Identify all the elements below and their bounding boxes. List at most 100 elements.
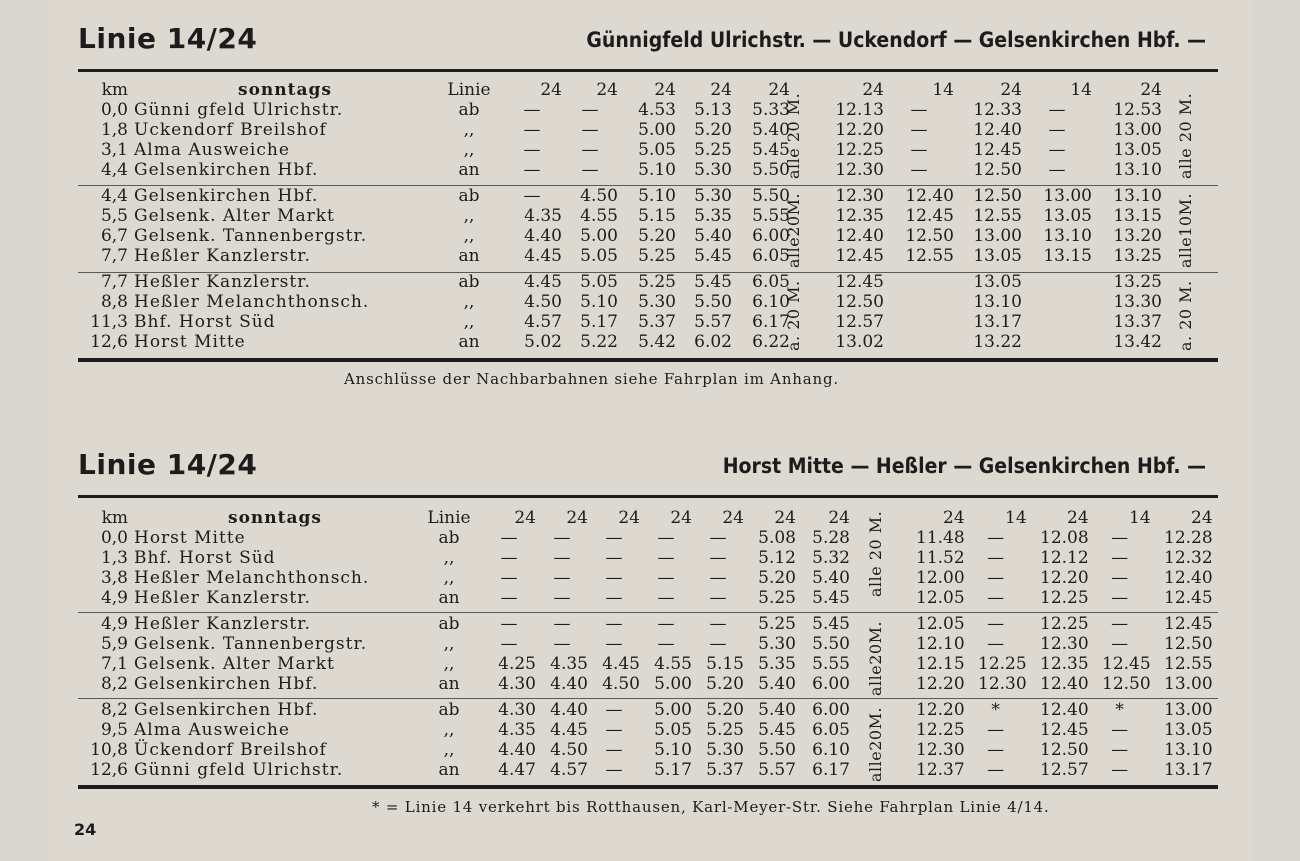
departure-time: — — [1111, 720, 1129, 740]
departure-time: 4.40 — [524, 226, 562, 246]
line-number: 24 — [1140, 80, 1162, 100]
station-name: Günni gfeld Ulrichstr. — [134, 760, 344, 780]
departure-time: 5.20 — [706, 674, 744, 694]
departure-time: 5.42 — [638, 332, 676, 352]
departure-time: — — [553, 588, 571, 608]
departure-time: 6.22 — [752, 332, 790, 352]
departure-time: 12.30 — [1040, 634, 1089, 654]
departure-time: — — [1111, 634, 1129, 654]
departure-time: — — [605, 740, 623, 760]
departure-time: 13.10 — [1164, 740, 1213, 760]
station-name: Gelsenk. Tannenbergstr. — [134, 634, 368, 654]
departure-time: 5.15 — [706, 654, 744, 674]
table-row: 7,1 Gelsenk. Alter Markt,, 4.25 4.35 4.45 4.5… — [80, 654, 1213, 674]
departure-time: 11.52 — [916, 548, 965, 568]
table-row: 11,3 Bhf. Horst Süd,, 4.57 5.17 5.37 5.57 6.17… — [80, 312, 1162, 332]
line-number: 24 — [1191, 508, 1213, 528]
departure-time: 5.17 — [580, 312, 618, 332]
departure-time: 5.30 — [706, 740, 744, 760]
departure-time: 12.32 — [1164, 548, 1213, 568]
table-row: 12,6 Günni gfeld Ulrichstr. an 4.47 4.57 — 5.1… — [80, 760, 1213, 780]
departure-time: 6.05 — [752, 246, 790, 266]
departure-time: 5.30 — [694, 186, 732, 206]
departure-time: 13.15 — [1113, 206, 1162, 226]
interval-note: alle 20 M. — [1176, 92, 1195, 180]
departure-time: 4.57 — [550, 760, 588, 780]
departure-time: 12.35 — [1040, 654, 1089, 674]
interval-note: alle20M. — [866, 620, 885, 696]
line-number: 14 — [1005, 508, 1027, 528]
linie-header: Linie — [447, 80, 491, 100]
departure-time: 5.10 — [638, 160, 676, 180]
line-number: 24 — [1000, 80, 1022, 100]
departure-time: 13.30 — [1113, 292, 1162, 312]
departure-time: — — [657, 568, 675, 588]
departure-time: 12.20 — [916, 674, 965, 694]
departure-time: — — [605, 528, 623, 548]
departure-time: 5.45 — [758, 720, 796, 740]
km-header: km — [101, 80, 128, 100]
arrival-departure-mark: an — [438, 674, 460, 694]
table-row: 0,0 Horst Mitte ab — — — — — 5.08 5.28 11.48 — 12.08… — [80, 528, 1213, 548]
table-row: 4,4 Gelsenkirchen Hbf. an — — 5.10 5.30 5.50 12.… — [80, 160, 1162, 180]
departure-time: 12.28 — [1164, 528, 1213, 548]
km-value: 7,7 — [100, 272, 128, 292]
table-row: 4,4 Gelsenkirchen Hbf. ab — 4.50 5.10 5.30 5.50… — [80, 180, 1162, 206]
departure-time: 6.05 — [812, 720, 850, 740]
station-name: Horst Mitte — [134, 528, 246, 548]
departure-time: — — [1111, 740, 1129, 760]
departure-time: 12.08 — [1040, 528, 1089, 548]
arrival-departure-mark: ,, — [443, 740, 455, 760]
departure-time: * — [991, 700, 1000, 720]
departure-time: 5.57 — [694, 312, 732, 332]
departure-time: — — [605, 700, 623, 720]
group-rule — [78, 612, 1218, 613]
line-number: 14 — [932, 80, 954, 100]
departure-time: 12.13 — [835, 100, 884, 120]
km-value: 11,3 — [90, 312, 128, 332]
departure-time: 12.55 — [905, 246, 954, 266]
table-row: 12,6 Horst Mitte an 5.02 5.22 5.42 6.02 6.22 13.… — [80, 332, 1162, 352]
departure-time: 5.33 — [752, 100, 790, 120]
departure-time: 4.35 — [498, 720, 536, 740]
departure-time: 5.40 — [758, 700, 796, 720]
table-row: 1,8 Uckendorf Breilshof,, — — 5.00 5.20 5.40 12… — [80, 120, 1162, 140]
departure-time: 5.05 — [580, 272, 618, 292]
departure-time: 12.40 — [835, 226, 884, 246]
departure-time: — — [553, 528, 571, 548]
departure-time: 12.45 — [835, 246, 884, 266]
line-number: 24 — [618, 508, 640, 528]
day-header: sonntags — [238, 80, 332, 100]
interval-note: alle 20 M. — [866, 510, 885, 598]
departure-time: 12.20 — [916, 700, 965, 720]
line-number: 24 — [943, 508, 965, 528]
departure-time: 5.32 — [812, 548, 850, 568]
station-name: Heßler Kanzlerstr. — [134, 246, 311, 266]
departure-time: 12.57 — [1040, 760, 1089, 780]
day-header: sonntags — [228, 508, 322, 528]
departure-time: 12.50 — [1102, 674, 1151, 694]
departure-time: 12.40 — [1164, 568, 1213, 588]
departure-time: 5.08 — [758, 528, 796, 548]
departure-time: 4.50 — [602, 674, 640, 694]
arrival-departure-mark: ab — [458, 272, 480, 292]
departure-time: — — [987, 528, 1005, 548]
departure-time: 5.17 — [654, 760, 692, 780]
departure-time: 13.10 — [973, 292, 1022, 312]
interval-note: alle 20 M. — [784, 92, 803, 180]
departure-time: 5.02 — [524, 332, 562, 352]
departure-time: 13.00 — [1113, 120, 1162, 140]
departure-time: — — [605, 568, 623, 588]
departure-time: 5.20 — [758, 568, 796, 588]
departure-time: * — [1115, 700, 1124, 720]
departure-time: 5.40 — [694, 226, 732, 246]
table-row: 0,0 Günni gfeld Ulrichstr. ab — — 4.53 5.13 5.3… — [80, 100, 1162, 120]
departure-time: 4.55 — [580, 206, 618, 226]
departure-time: 12.20 — [835, 120, 884, 140]
table-row: 8,2 Gelsenkirchen Hbf. an 4.30 4.40 4.50 5.00 5… — [80, 674, 1213, 694]
group-rule — [78, 272, 1218, 273]
departure-time: 5.13 — [694, 100, 732, 120]
departure-time: 12.30 — [835, 186, 884, 206]
departure-time: — — [657, 528, 675, 548]
departure-time: 4.50 — [580, 186, 618, 206]
